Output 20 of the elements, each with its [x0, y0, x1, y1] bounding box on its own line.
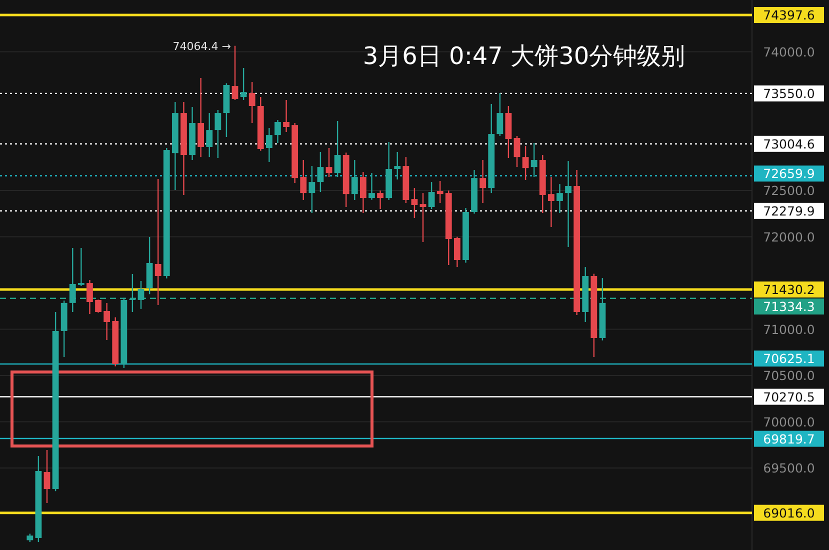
ref-line-label: 70270.5: [763, 389, 815, 404]
y-tick-label: 71000.0: [763, 322, 815, 337]
ref-line-label: 71430.2: [763, 282, 815, 298]
y-tick-label: 70000.0: [763, 414, 815, 430]
y-tick-label: 72500.0: [763, 183, 815, 198]
y-tick-label: 74000.0: [763, 44, 815, 60]
y-tick-label: 70500.0: [763, 368, 815, 384]
ref-line-label: 69819.7: [763, 431, 815, 446]
y-tick-label: 72000.0: [763, 229, 815, 244]
annotation: 74064.4 →: [172, 40, 231, 53]
ref-line-label: 70625.1: [763, 351, 815, 366]
ref-line-label: 74397.6: [763, 8, 815, 23]
text: 3月6日 0:47 大饼30分钟级别: [362, 42, 686, 70]
ref-line-label: 73004.6: [763, 136, 815, 152]
ref-line-label: 71334.3: [763, 299, 815, 314]
ref-line-label: 72279.9: [763, 203, 815, 218]
ref-line-label: 72659.9: [763, 166, 815, 182]
ref-line-label: 73550.0: [763, 86, 815, 101]
y-tick-label: 69500.0: [763, 460, 815, 476]
ref-line-label: 69016.0: [763, 505, 815, 520]
